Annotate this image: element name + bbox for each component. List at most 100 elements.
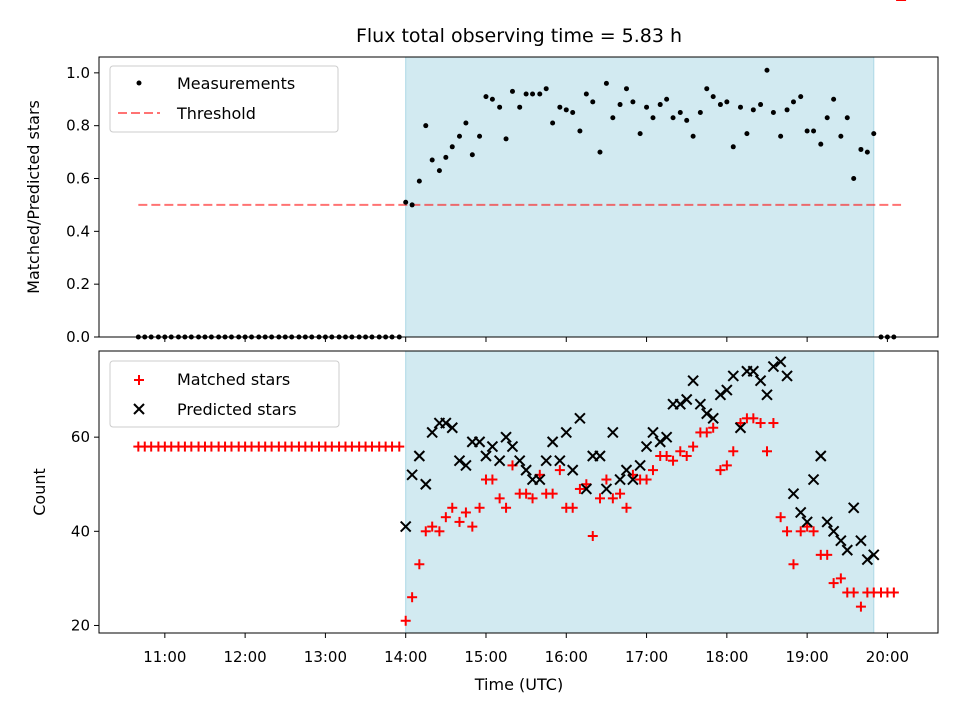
y-tick-label: 0.8 <box>66 117 90 135</box>
measurement-point <box>664 96 670 102</box>
measurement-point <box>416 178 422 184</box>
predicted-star-point <box>721 384 733 396</box>
matched-star-point <box>721 460 732 471</box>
legend-measurements-marker <box>136 80 142 86</box>
measurement-point <box>489 96 495 102</box>
y-tick-label: 20 <box>71 616 90 634</box>
measurement-point <box>831 96 837 102</box>
measurement-point <box>463 120 469 126</box>
predicted-star-point <box>747 365 760 377</box>
predicted-star-point <box>480 450 492 462</box>
predicted-star-point <box>594 450 606 462</box>
legend-matched-label: Matched stars <box>177 370 290 389</box>
x-tick-label: 11:00 <box>143 648 186 666</box>
predicted-star-point <box>627 473 639 486</box>
matched-star-point <box>607 493 618 504</box>
measurement-point <box>758 102 764 108</box>
measurement-point <box>550 120 556 126</box>
measurement-point <box>530 91 536 97</box>
matched-star-point <box>728 446 739 457</box>
predicted-star-point <box>600 483 613 495</box>
predicted-star-point <box>493 454 506 467</box>
predicted-star-point <box>807 473 820 486</box>
predicted-star-point <box>827 525 840 538</box>
matched-star-point <box>594 493 605 504</box>
x-tick-label: 18:00 <box>705 648 748 666</box>
matched-star-point <box>427 521 438 532</box>
matched-star-point <box>647 465 658 476</box>
y-tick-label: 0.2 <box>66 275 90 293</box>
matched-star-point <box>440 512 451 523</box>
x-tick-label: 17:00 <box>625 648 668 666</box>
matched-star-point <box>748 413 759 424</box>
matched-star-point <box>414 559 425 570</box>
predicted-star-point <box>513 454 526 467</box>
matched-star-point <box>501 502 512 513</box>
measurement-point <box>744 131 750 137</box>
predicted-star-point <box>460 459 472 472</box>
y-tick-label: 60 <box>71 428 90 446</box>
predicted-star-point <box>660 431 673 443</box>
matched-star-point <box>487 474 498 485</box>
predicted-star-point <box>406 469 418 481</box>
x-tick-label: 20:00 <box>866 648 909 666</box>
measurement-point <box>818 141 824 147</box>
matched-star-point <box>521 488 532 499</box>
predicted-star-point <box>734 422 747 434</box>
count-legend: Matched stars Predicted stars <box>109 360 340 428</box>
x-tick-label: 16:00 <box>545 648 588 666</box>
matched-star-point <box>400 615 411 626</box>
measurement-point <box>677 109 683 115</box>
matched-star-point <box>574 483 585 494</box>
x-tick-label: 13:00 <box>304 648 347 666</box>
matched-star-point <box>668 455 679 466</box>
matched-star-point <box>554 465 565 476</box>
measurement-point <box>790 99 796 105</box>
measurement-point <box>690 133 696 139</box>
predicted-star-point <box>795 506 807 519</box>
measurement-point <box>730 144 736 150</box>
measurement-point <box>403 199 409 205</box>
predicted-star-point <box>640 440 653 453</box>
matched-star-point <box>828 578 839 589</box>
matched-star-point <box>494 493 505 504</box>
predicted-star-point <box>821 516 833 528</box>
measurement-point <box>563 107 569 113</box>
predicted-star-point <box>486 440 499 453</box>
matched-star-point <box>788 559 799 570</box>
x-tick-label: 15:00 <box>464 648 507 666</box>
y-tick-label: 0.0 <box>66 328 90 346</box>
predicted-star-point <box>801 516 813 528</box>
measurement-point <box>537 91 543 97</box>
measurement-point <box>844 115 850 121</box>
matched-star-point <box>434 526 445 537</box>
predicted-star-point <box>761 389 773 401</box>
predicted-star-point <box>694 398 707 410</box>
ratio-y-axis-label: Matched/Predicted stars <box>24 100 43 294</box>
matched-star-point <box>775 512 786 523</box>
measurement-point <box>704 86 710 92</box>
matched-star-point <box>601 474 612 485</box>
matched-star-point <box>708 422 719 433</box>
predicted-star-point <box>680 393 693 406</box>
predicted-star-point <box>847 502 860 514</box>
matched-star-point <box>768 418 779 429</box>
predicted-star-point <box>634 459 646 472</box>
measurement-point <box>449 144 455 150</box>
measurement-point <box>644 104 650 110</box>
matched-star-point <box>808 526 819 537</box>
matched-star-point <box>621 502 632 513</box>
measurement-point <box>443 154 449 160</box>
measurement-point <box>503 136 509 142</box>
measurement-point <box>583 91 589 97</box>
measurement-point <box>798 94 804 100</box>
count-panel: 20 40 60 11:00 12:00 13:00 14:00 15:00 16:00 17:… <box>30 0 939 694</box>
predicted-star-point <box>473 436 486 448</box>
measurement-point <box>811 128 817 134</box>
predicted-star-point <box>566 464 579 476</box>
measurement-point <box>570 109 576 115</box>
measurement-point <box>597 149 603 155</box>
measurement-point <box>858 146 864 152</box>
measurement-point <box>710 94 716 100</box>
measurement-point <box>469 152 475 158</box>
